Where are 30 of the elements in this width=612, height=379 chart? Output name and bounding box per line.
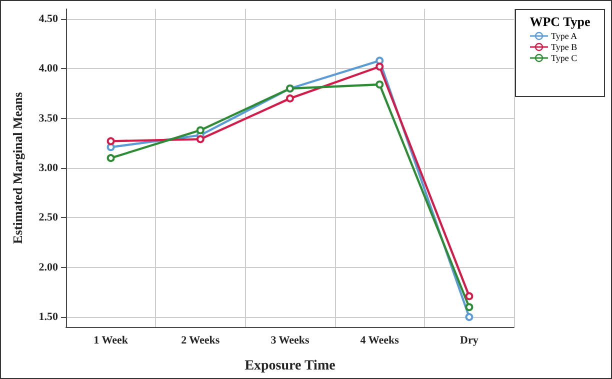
x-tick-label: 1 Week [94,334,129,346]
point [376,56,384,65]
point [106,154,115,162]
legend-label: Type B [551,42,578,52]
point [465,313,474,322]
y-tick-label: 3.00 [38,162,58,174]
y-tick-label: 2.50 [38,212,58,224]
legend-label: Type A [551,30,578,40]
y-tick-label: 2.00 [38,261,58,274]
point [465,303,474,312]
x-axis-title: Exposure Time [244,358,336,374]
point [376,80,384,89]
legend-label: Type C [551,52,578,62]
y-tick-label: 4.50 [38,12,58,25]
x-tick-label: Dry [460,334,479,346]
point [376,62,384,71]
point [196,126,204,134]
y-tick-label: 1.50 [38,311,58,324]
y-tick-label: 4.00 [38,62,58,75]
point [286,94,294,102]
point [465,292,474,300]
x-tick-label: 4 Weeks [360,334,400,346]
y-axis-title: Estimated Marginal Means [10,92,25,244]
point [106,143,115,152]
point [196,135,204,144]
point [106,137,115,146]
x-tick-label: 3 Weeks [270,334,310,346]
y-tick-label: 3.50 [38,112,58,124]
x-tick-label: 2 Weeks [181,334,220,346]
legend-title: WPC Type [528,14,592,30]
